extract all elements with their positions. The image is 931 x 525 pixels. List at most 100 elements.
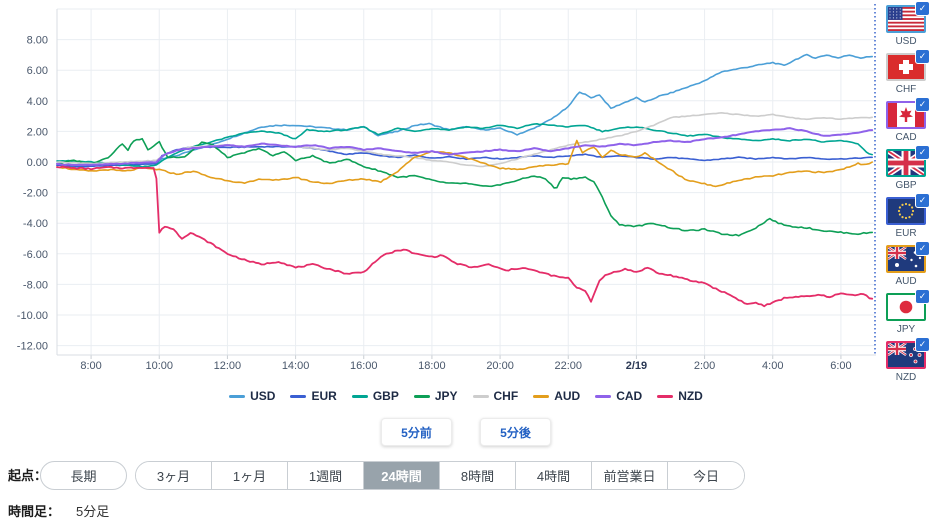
nzd-flag-icon: ✓: [886, 337, 930, 369]
y-axis-tick-label: 2.00: [27, 126, 48, 138]
currency-code-label: JPY: [896, 324, 916, 335]
checkbox-checked-icon[interactable]: ✓: [915, 337, 930, 352]
checkbox-checked-icon[interactable]: ✓: [915, 241, 930, 256]
y-axis-tick-label: -8.00: [23, 279, 48, 291]
currency-toggle-cad[interactable]: ✓ CAD: [882, 97, 930, 143]
y-axis-tick-label: -12.00: [17, 341, 48, 353]
chf-flag-icon: ✓: [886, 49, 930, 81]
series-line-aud: [56, 139, 874, 188]
currency-toggle-gbp[interactable]: ✓ GBP: [882, 145, 930, 191]
currency-code-label: EUR: [895, 228, 917, 239]
cad-flag-icon: ✓: [886, 97, 930, 129]
legend-item-jpy[interactable]: JPY: [413, 389, 458, 403]
chart-legend: USD EUR GBP JPY CHF AUD CAD NZD: [57, 387, 875, 405]
x-axis-tick-label: 2/19: [626, 360, 647, 372]
checkbox-checked-icon[interactable]: ✓: [915, 49, 930, 64]
legend-swatch-jpy-icon: [413, 394, 430, 398]
currency-toggle-aud[interactable]: ✓ AUD: [882, 241, 930, 287]
currency-code-label: GBP: [895, 180, 917, 191]
legend-label: CHF: [493, 389, 519, 403]
currency-code-label: CAD: [895, 132, 917, 143]
y-axis-tick-label: 4.00: [27, 96, 48, 108]
currency-toggle-jpy[interactable]: ✓ JPY: [882, 289, 930, 335]
legend-item-gbp[interactable]: GBP: [351, 389, 399, 403]
legend-item-eur[interactable]: EUR: [290, 389, 337, 403]
y-axis-tick-label: -4.00: [23, 218, 48, 230]
checkbox-checked-icon[interactable]: ✓: [915, 1, 930, 16]
y-axis-tick-label: 0.00: [27, 157, 48, 169]
range-button-1month[interactable]: 1ヶ月: [212, 462, 288, 489]
aud-flag-icon: ✓: [886, 241, 930, 273]
range-button-8hours[interactable]: 8時間: [440, 462, 516, 489]
checkbox-checked-icon[interactable]: ✓: [915, 193, 930, 208]
origin-label: 起点：: [8, 468, 48, 483]
timeframe-row: 時間足： 5分足: [0, 502, 931, 522]
checkbox-checked-icon[interactable]: ✓: [915, 289, 930, 304]
y-axis-tick-label: 6.00: [27, 65, 48, 77]
step-buttons-row: 5分前 5分後: [57, 418, 875, 446]
currency-code-label: NZD: [895, 372, 917, 383]
currency-code-label: USD: [895, 36, 917, 47]
legend-item-chf[interactable]: CHF: [472, 389, 519, 403]
range-button-24hours[interactable]: 24時間: [364, 462, 440, 489]
legend-label: CAD: [616, 389, 643, 403]
legend-item-aud[interactable]: AUD: [533, 389, 580, 403]
currency-toggle-chf[interactable]: ✓ CHF: [882, 49, 930, 95]
currency-toggle-eur[interactable]: ✓ EUR: [882, 193, 930, 239]
line-chart-canvas: 8.00 6.00 4.00 2.00 0.00 -2.00 -4.00 -6.00 -8.00…: [17, 4, 876, 372]
checkbox-checked-icon[interactable]: ✓: [915, 97, 930, 112]
legend-label: GBP: [372, 389, 399, 403]
series-line-gbp: [56, 123, 874, 168]
legend-swatch-nzd-icon: [657, 394, 674, 398]
x-axis-tick-label: 18:00: [418, 360, 446, 372]
step-forward-5min-button[interactable]: 5分後: [480, 418, 551, 446]
x-axis-tick-label: 16:00: [350, 360, 378, 372]
legend-label: AUD: [554, 389, 581, 403]
x-axis-tick-label: 14:00: [282, 360, 310, 372]
legend-item-nzd[interactable]: NZD: [657, 389, 703, 403]
gbp-flag-icon: ✓: [886, 145, 930, 177]
timeframe-label: 時間足：: [8, 504, 61, 519]
range-button-prev-business-day[interactable]: 前営業日: [592, 462, 668, 489]
x-axis-tick-label: 10:00: [145, 360, 173, 372]
eur-flag-icon: ✓: [886, 193, 930, 225]
checkbox-checked-icon[interactable]: ✓: [915, 145, 930, 160]
series-line-jpy: [56, 137, 874, 237]
usd-flag-icon: ✓: [886, 1, 930, 33]
legend-swatch-eur-icon: [290, 394, 307, 398]
y-axis-tick-label: -2.00: [23, 188, 48, 200]
legend-label: JPY: [434, 389, 458, 403]
step-back-5min-button[interactable]: 5分前: [381, 418, 452, 446]
currency-toggle-nzd[interactable]: ✓ NZD: [882, 337, 930, 383]
legend-item-cad[interactable]: CAD: [595, 389, 642, 403]
range-button-long-term[interactable]: 長期: [40, 461, 127, 490]
x-axis-tick-label: 12:00: [214, 360, 242, 372]
range-button-1week[interactable]: 1週間: [288, 462, 364, 489]
y-axis-tick-label: 8.00: [27, 35, 48, 47]
range-button-today[interactable]: 今日: [668, 462, 744, 489]
timeframe-value: 5分足: [76, 504, 110, 519]
currency-sidebar: ✓ USD ✓ CHF ✓ CAD ✓ GBP ✓ EUR ✓ AUD ✓ JPY ✓ NZD: [882, 0, 931, 390]
legend-swatch-chf-icon: [472, 394, 489, 398]
legend-swatch-usd-icon: [229, 394, 246, 398]
currency-code-label: CHF: [895, 84, 917, 95]
range-button-3months[interactable]: 3ヶ月: [136, 462, 212, 489]
currency-code-label: AUD: [895, 276, 917, 287]
legend-item-usd[interactable]: USD: [229, 389, 275, 403]
range-button-group: 3ヶ月 1ヶ月 1週間 24時間 8時間 4時間 前営業日 今日: [135, 461, 745, 490]
x-axis-tick-label: 8:00: [80, 360, 101, 372]
legend-swatch-aud-icon: [533, 394, 550, 398]
origin-controls-row: 起点： 長期 3ヶ月 1ヶ月 1週間 24時間 8時間 4時間 前営業日 今日: [0, 461, 931, 490]
y-axis-tick-label: -10.00: [17, 310, 48, 322]
currency-toggle-usd[interactable]: ✓ USD: [882, 1, 930, 47]
series-line-nzd: [56, 165, 874, 308]
legend-label: NZD: [678, 389, 703, 403]
legend-swatch-cad-icon: [595, 394, 612, 398]
x-axis-tick-label: 2:00: [694, 360, 715, 372]
range-button-4hours[interactable]: 4時間: [516, 462, 592, 489]
series-line-cad: [56, 127, 874, 166]
legend-label: USD: [250, 389, 276, 403]
legend-label: EUR: [311, 389, 337, 403]
series-line-chf: [56, 112, 874, 168]
